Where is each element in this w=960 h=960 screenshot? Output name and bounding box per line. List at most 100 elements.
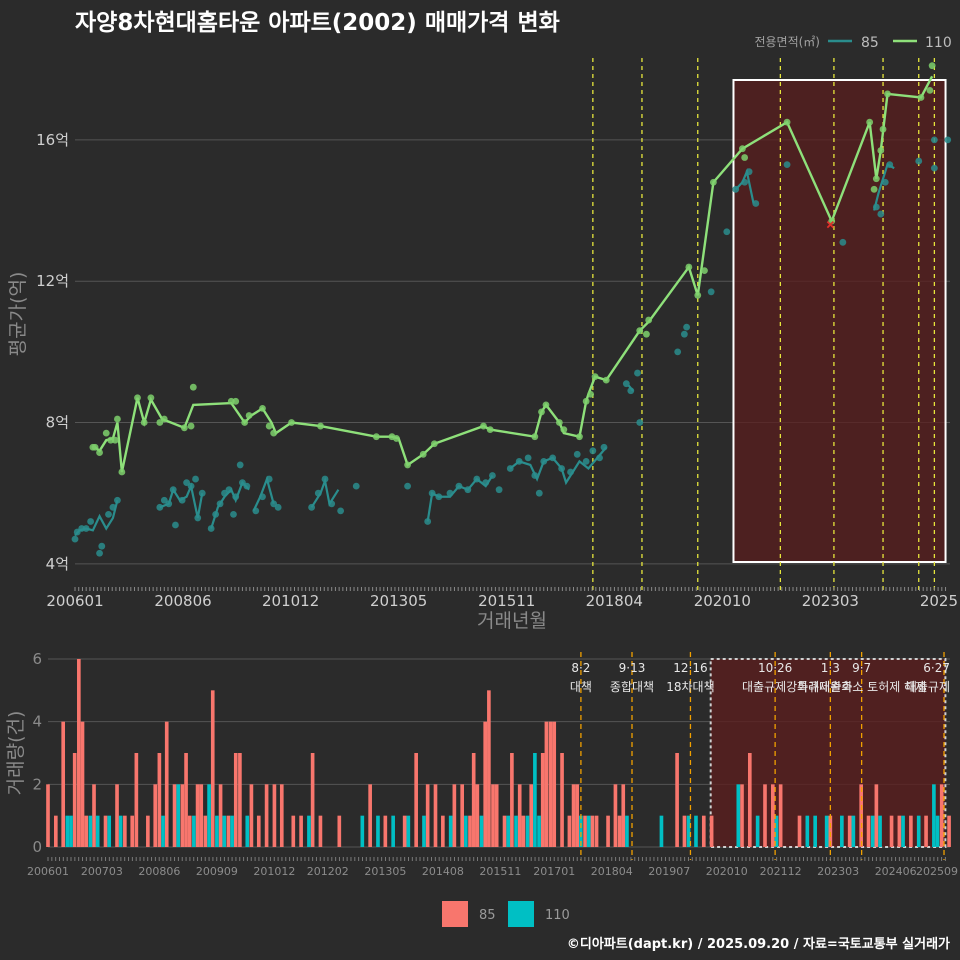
price-x-tick-label: 202010 bbox=[694, 592, 751, 610]
volume-y-tick-label: 6 bbox=[32, 650, 42, 668]
volume-bar-110 bbox=[448, 815, 453, 847]
series-110-point bbox=[118, 468, 126, 476]
series-85-point bbox=[265, 475, 273, 483]
volume-bar-110 bbox=[824, 815, 829, 847]
price-x-tick-label: 202303 bbox=[802, 592, 859, 610]
volume-bar-85 bbox=[797, 815, 802, 847]
series-85-point bbox=[308, 503, 316, 511]
volume-x-tick-label: 201202 bbox=[307, 865, 349, 878]
volume-bar-85 bbox=[560, 753, 564, 847]
event-date-label: 8·2 bbox=[571, 661, 590, 675]
volume-bar-85 bbox=[847, 815, 852, 847]
series-85-point bbox=[622, 380, 630, 388]
series-85-point bbox=[741, 178, 749, 186]
volume-bar-110 bbox=[525, 815, 530, 847]
volume-bar-85 bbox=[264, 784, 269, 847]
series-85-point bbox=[535, 489, 543, 497]
volume-x-tick-label: 201701 bbox=[533, 865, 575, 878]
series-85-point bbox=[915, 157, 923, 165]
series-85-point bbox=[232, 493, 240, 501]
series-85-point bbox=[198, 489, 206, 497]
series-85-point bbox=[207, 525, 215, 532]
volume-bar-85 bbox=[548, 721, 553, 847]
volume-bar-85 bbox=[889, 815, 894, 847]
series-110-point bbox=[741, 154, 749, 161]
volume-bar-85 bbox=[909, 815, 913, 847]
volume-bar-85 bbox=[402, 815, 407, 847]
volume-bar-85 bbox=[157, 753, 162, 847]
volume-bar-110 bbox=[851, 815, 856, 847]
volume-bar-110 bbox=[230, 815, 234, 847]
volume-bar-85 bbox=[747, 753, 752, 847]
series-85-point bbox=[464, 486, 472, 494]
series-85-point bbox=[96, 549, 103, 557]
volume-bar-85 bbox=[72, 753, 77, 847]
series-85-point bbox=[194, 514, 202, 522]
series-110-point bbox=[91, 443, 99, 451]
series-110-point bbox=[709, 178, 717, 186]
volume-y-tick-label: 2 bbox=[32, 775, 42, 793]
volume-bar-85 bbox=[583, 815, 587, 847]
series-110-point bbox=[140, 419, 148, 426]
series-110-point bbox=[582, 397, 590, 405]
volume-bar-110 bbox=[422, 815, 426, 847]
volume-bar-85 bbox=[226, 815, 231, 847]
volume-x-tick-label: 202303 bbox=[817, 865, 859, 878]
volume-x-tick-label: 200806 bbox=[138, 865, 180, 878]
volume-x-tick-label: 201408 bbox=[422, 865, 464, 878]
series-110-point bbox=[134, 394, 141, 402]
series-110-point bbox=[317, 422, 324, 430]
series-85-point bbox=[839, 238, 847, 246]
series-110-point bbox=[111, 436, 119, 444]
volume-bar-85 bbox=[433, 784, 438, 847]
volume-bar-85 bbox=[770, 784, 775, 847]
volume-x-tick-label: 201511 bbox=[479, 865, 521, 878]
event-date-label: 9·13 bbox=[619, 661, 646, 675]
series-85-point bbox=[455, 482, 463, 490]
series-110-point bbox=[114, 415, 121, 423]
series-110-point bbox=[917, 94, 925, 101]
series-110-point bbox=[245, 412, 253, 419]
volume-bar-85 bbox=[778, 784, 783, 847]
series-110-point bbox=[636, 327, 644, 335]
volume-bar-85 bbox=[103, 815, 108, 847]
volume-bar-85 bbox=[502, 815, 507, 847]
series-85-point bbox=[225, 486, 233, 494]
series-85-point bbox=[582, 458, 590, 465]
series-85-point bbox=[783, 161, 791, 169]
volume-bar-110 bbox=[360, 815, 365, 847]
legend-110-label: 110 bbox=[925, 35, 952, 51]
series-85-point bbox=[506, 465, 514, 472]
price-highlight-box bbox=[732, 79, 947, 563]
volume-y-axis-title: 거래량(건) bbox=[5, 711, 27, 796]
cancelled-deal-marker bbox=[826, 221, 834, 229]
series-110-point bbox=[701, 267, 708, 274]
volume-bar-85 bbox=[92, 784, 96, 847]
volume-bar-110 bbox=[586, 815, 591, 847]
volume-bar-85 bbox=[210, 690, 215, 847]
series-85-point bbox=[314, 489, 322, 497]
volume-bar-85 bbox=[199, 784, 204, 847]
volume-bar-110 bbox=[307, 815, 311, 847]
volume-bar-110 bbox=[579, 815, 583, 847]
volume-bar-85 bbox=[709, 815, 714, 847]
volume-bar-85 bbox=[460, 784, 465, 847]
volume-bar-110 bbox=[118, 815, 123, 847]
series-85-point bbox=[321, 475, 329, 483]
volume-bar-85 bbox=[115, 784, 119, 847]
volume-x-tick-label: 201907 bbox=[648, 865, 690, 878]
event-date-label: 10·26 bbox=[758, 661, 792, 675]
volume-bar-110 bbox=[840, 815, 844, 847]
series-85-point bbox=[634, 369, 641, 377]
volume-bar-110 bbox=[391, 815, 395, 847]
series-110-point bbox=[739, 145, 746, 153]
series-110-point bbox=[879, 125, 887, 133]
volume-bar-110 bbox=[376, 815, 380, 847]
series-85-point bbox=[944, 136, 952, 144]
volume-bar-110 bbox=[537, 815, 541, 847]
series-110-point bbox=[542, 401, 550, 409]
volume-bar-110 bbox=[406, 815, 411, 847]
series-85-point bbox=[352, 482, 360, 490]
price-x-tick-label: 200806 bbox=[154, 592, 211, 610]
